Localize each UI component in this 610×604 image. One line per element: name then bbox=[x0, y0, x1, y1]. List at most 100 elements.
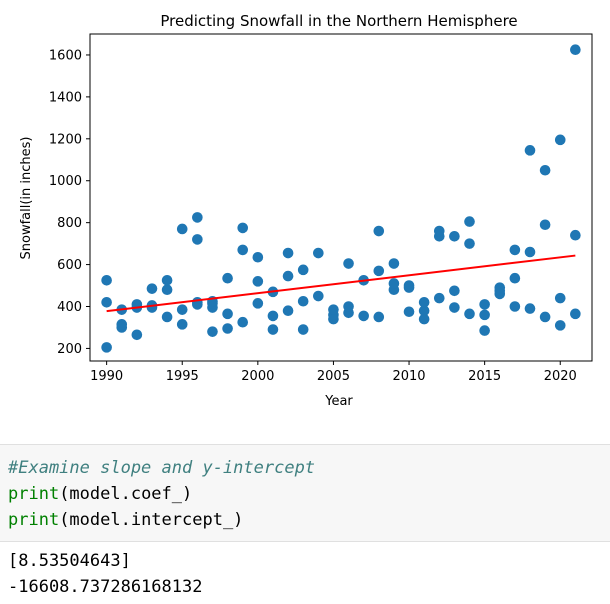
data-point bbox=[433, 292, 445, 304]
data-point bbox=[403, 306, 415, 318]
chart-title: Predicting Snowfall in the Northern Hemi… bbox=[160, 12, 517, 30]
data-point bbox=[222, 272, 233, 284]
x-tick-label: 2000 bbox=[241, 369, 274, 384]
data-point bbox=[494, 282, 506, 293]
x-tick-label: 2010 bbox=[392, 369, 425, 384]
data-point bbox=[252, 276, 264, 287]
data-point bbox=[237, 222, 249, 234]
data-point bbox=[222, 308, 233, 320]
data-point bbox=[479, 299, 490, 310]
data-point bbox=[343, 258, 354, 269]
data-point bbox=[192, 297, 203, 308]
data-point bbox=[176, 304, 188, 315]
data-point bbox=[161, 311, 173, 323]
code-print-arg: (model.intercept_) bbox=[59, 510, 244, 530]
data-point bbox=[328, 304, 339, 315]
x-tick-label: 2020 bbox=[544, 369, 577, 384]
output-coef: [8.53504643] bbox=[8, 551, 131, 571]
data-point bbox=[554, 134, 566, 146]
data-point bbox=[539, 219, 551, 231]
chart-svg: Predicting Snowfall in the Northern Hemi… bbox=[19, 12, 593, 409]
data-point bbox=[282, 247, 294, 259]
data-point bbox=[509, 244, 521, 256]
data-point bbox=[176, 223, 188, 235]
plot-frame bbox=[89, 33, 593, 362]
data-point bbox=[101, 274, 112, 286]
data-point bbox=[267, 324, 279, 335]
data-point bbox=[237, 316, 249, 328]
data-point bbox=[101, 342, 112, 353]
data-point bbox=[116, 319, 128, 330]
data-point bbox=[418, 313, 430, 325]
data-point bbox=[524, 145, 536, 156]
data-point bbox=[297, 295, 309, 307]
data-point bbox=[161, 274, 173, 286]
data-point bbox=[192, 212, 203, 223]
data-point bbox=[554, 320, 566, 331]
data-point bbox=[403, 280, 415, 291]
plot-area: 1990 1995 2000 2005 2010 2015 2020 200 400 600 800… bbox=[49, 33, 593, 384]
data-point bbox=[267, 310, 279, 322]
y-tick-label: 400 bbox=[57, 300, 82, 315]
x-tick-label: 1995 bbox=[166, 369, 199, 384]
data-point bbox=[449, 302, 460, 313]
data-point bbox=[146, 283, 158, 294]
data-point bbox=[176, 319, 188, 330]
data-point bbox=[373, 225, 385, 237]
data-point bbox=[388, 278, 400, 289]
data-point bbox=[207, 326, 218, 337]
x-tick-label: 2015 bbox=[468, 369, 501, 384]
data-point bbox=[464, 308, 475, 320]
y-axis-label: Snowfall(in inches) bbox=[19, 137, 34, 260]
y-tick-label: 800 bbox=[57, 216, 82, 231]
data-point bbox=[509, 301, 521, 312]
code-comment: #Examine slope and y-intercept bbox=[8, 458, 316, 478]
data-point bbox=[570, 44, 581, 56]
data-point bbox=[449, 230, 460, 242]
data-point bbox=[539, 311, 551, 323]
x-tick-label: 1990 bbox=[90, 369, 123, 384]
data-point bbox=[509, 272, 521, 284]
data-point bbox=[222, 323, 233, 334]
data-point bbox=[479, 309, 490, 321]
data-point bbox=[358, 310, 369, 322]
data-point bbox=[373, 265, 385, 277]
data-point bbox=[524, 303, 536, 314]
data-point bbox=[464, 238, 475, 249]
data-point bbox=[313, 290, 324, 302]
y-tick-label: 600 bbox=[57, 258, 82, 273]
x-axis-label: Year bbox=[324, 394, 353, 409]
data-point bbox=[237, 244, 249, 256]
scatter-chart: Predicting Snowfall in the Northern Hemi… bbox=[19, 12, 593, 409]
data-point bbox=[282, 305, 294, 316]
data-point bbox=[373, 311, 385, 323]
y-tick-label: 200 bbox=[57, 342, 82, 357]
data-point bbox=[418, 297, 430, 308]
y-tick-label: 1200 bbox=[49, 132, 82, 147]
code-cell[interactable] bbox=[0, 444, 610, 542]
code-editor[interactable]: #Examine slope and y-intercept print(mod… bbox=[8, 455, 315, 533]
data-point bbox=[343, 301, 354, 312]
data-point bbox=[101, 297, 112, 308]
data-point bbox=[539, 164, 551, 176]
code-print-keyword: print bbox=[8, 484, 60, 504]
data-point bbox=[282, 270, 294, 282]
data-point bbox=[297, 324, 309, 335]
data-point bbox=[297, 264, 309, 276]
code-print-arg: (model.coef_) bbox=[59, 484, 193, 504]
data-point bbox=[433, 225, 445, 237]
data-point bbox=[449, 285, 460, 297]
data-point bbox=[252, 251, 264, 263]
cell-output: [8.53504643] -16608.737286168132 bbox=[8, 548, 202, 600]
code-print-keyword: print bbox=[8, 510, 60, 530]
data-point bbox=[554, 292, 566, 304]
x-tick-label: 2005 bbox=[317, 369, 350, 384]
y-tick-label: 1400 bbox=[49, 90, 82, 105]
data-point bbox=[418, 305, 430, 316]
data-point bbox=[161, 284, 173, 296]
output-intercept: -16608.737286168132 bbox=[8, 577, 203, 597]
y-tick-label: 1000 bbox=[49, 174, 82, 189]
data-point bbox=[570, 308, 581, 320]
data-point bbox=[131, 329, 143, 341]
regression-line bbox=[106, 254, 576, 313]
